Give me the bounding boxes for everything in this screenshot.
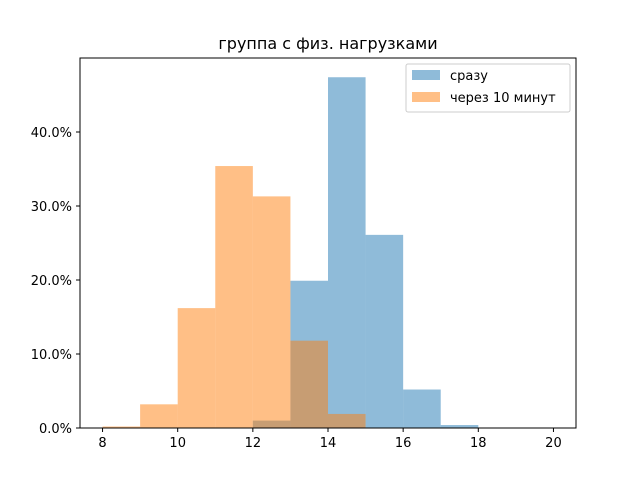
y-axis-ticks: 0.0% 10.0% 20.0% 30.0% 40.0% — [31, 126, 80, 437]
y-tick-label-0: 0.0% — [39, 422, 72, 437]
bar-series-0-bin-5 — [440, 425, 479, 428]
legend: сразу через 10 минут — [405, 63, 571, 113]
y-tick-label-3: 30.0% — [31, 200, 72, 215]
x-tick-label-3: 14 — [320, 436, 337, 451]
bars-layer — [102, 77, 479, 429]
legend-swatch-cherez-10-minut — [412, 92, 440, 102]
y-tick-label-2: 20.0% — [31, 274, 72, 289]
bar-series-0-bin-3 — [365, 234, 404, 428]
bar-series-0-bin-2 — [328, 77, 366, 429]
bar-series-1-bin-6 — [328, 413, 366, 428]
bar-series-1-bin-1 — [140, 404, 178, 428]
x-tick-label-1: 10 — [169, 436, 186, 451]
bar-series-1-bin-0 — [102, 426, 141, 428]
x-tick-label-2: 12 — [245, 436, 262, 451]
chart-title: группа с физ. нагрузками — [218, 34, 437, 53]
legend-label-0: сразу — [450, 69, 488, 84]
bar-series-1-bin-2 — [177, 308, 216, 428]
bar-series-1-bin-3 — [215, 166, 253, 429]
bar-series-0-bin-4 — [403, 389, 441, 428]
y-tick-label-4: 40.0% — [31, 126, 72, 141]
legend-label-1: через 10 минут — [450, 91, 556, 106]
y-tick-label-1: 10.0% — [31, 348, 72, 363]
legend-box — [405, 63, 571, 113]
x-tick-label-0: 8 — [98, 436, 106, 451]
bar-series-1-bin-5 — [290, 340, 328, 428]
legend-swatch-sразу — [412, 70, 440, 80]
x-tick-label-6: 20 — [545, 436, 562, 451]
x-tick-label-4: 16 — [395, 436, 412, 451]
bar-series-1-bin-4 — [252, 196, 291, 428]
x-axis-ticks: 8 10 12 14 16 18 20 — [98, 428, 562, 451]
x-tick-label-5: 18 — [470, 436, 487, 451]
